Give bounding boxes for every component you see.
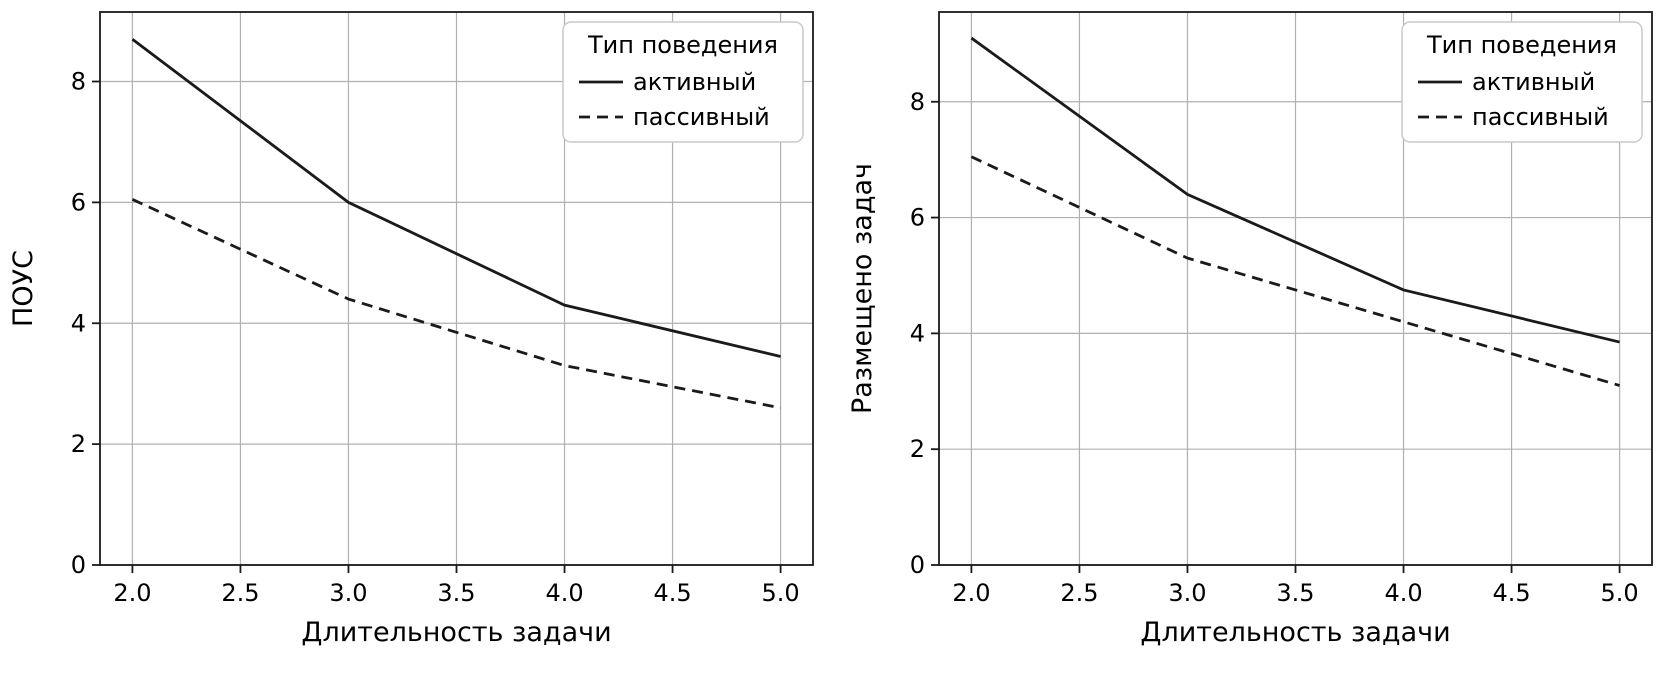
legend-title: Тип поведения — [587, 31, 778, 59]
x-tick-label: 4.5 — [653, 579, 691, 607]
chart-left-svg: 2.0 2.5 3.0 3.5 4.0 4.5 5.0 0 2 4 6 8 Длительность з… — [8, 11, 814, 648]
series-line-dashed — [970, 155, 1620, 387]
series-line-solid — [131, 38, 781, 358]
y-tick-label: 4 — [71, 309, 86, 337]
x-tick-label: 5.0 — [1601, 579, 1639, 607]
y-tick-label: 2 — [71, 430, 86, 458]
x-tick-label: 2.5 — [221, 579, 259, 607]
legend-entry-label: активный — [633, 68, 756, 96]
chart-right-tasks-placed: 2.0 2.5 3.0 3.5 4.0 4.5 5.0 0 2 4 6 8 Длительность з… — [839, 0, 1678, 688]
legend-entry-label: пассивный — [1472, 103, 1609, 131]
x-tick-label: 4.0 — [545, 579, 583, 607]
y-tick-label: 0 — [910, 551, 925, 579]
x-tick-label: 2.0 — [952, 579, 990, 607]
chart-left-pous: 2.0 2.5 3.0 3.5 4.0 4.5 5.0 0 2 4 6 8 Длительность з… — [8, 11, 814, 648]
y-tick-label: 0 — [71, 551, 86, 579]
chart-right-svg: 2.0 2.5 3.0 3.5 4.0 4.5 5.0 0 2 4 6 8 Длительность з… — [847, 11, 1653, 648]
x-tick-label: 3.0 — [1168, 579, 1206, 607]
x-tick-label: 4.5 — [1492, 579, 1530, 607]
y-tick-label: 4 — [910, 319, 925, 347]
x-tick-label: 3.5 — [1276, 579, 1314, 607]
x-axis-label: Длительность задачи — [301, 617, 611, 648]
legend-title: Тип поведения — [1426, 31, 1617, 59]
y-axis-label: Размещено задач — [847, 163, 878, 414]
x-tick-label: 3.0 — [329, 579, 367, 607]
legend-entry-label: активный — [1472, 68, 1595, 96]
legend: Тип поведения активный пассивный — [1401, 21, 1643, 143]
x-tick-label: 2.5 — [1060, 579, 1098, 607]
x-axis-label: Длительность задачи — [1140, 617, 1450, 648]
y-tick-label: 8 — [71, 68, 86, 96]
legend-box — [562, 21, 804, 143]
y-tick-label: 2 — [910, 435, 925, 463]
x-tick-label: 2.0 — [113, 579, 151, 607]
x-tick-label: 3.5 — [437, 579, 475, 607]
series-line-solid — [970, 36, 1620, 344]
legend-box — [1401, 21, 1643, 143]
series-line-dashed — [131, 198, 781, 410]
legend-entry-label: пассивный — [633, 103, 770, 131]
y-tick-label: 8 — [910, 88, 925, 116]
legend: Тип поведения активный пассивный — [562, 21, 804, 143]
x-tick-label: 4.0 — [1384, 579, 1422, 607]
x-tick-label: 5.0 — [762, 579, 800, 607]
y-tick-label: 6 — [71, 188, 86, 216]
y-axis-label: ПОУС — [8, 250, 39, 327]
y-tick-label: 6 — [910, 204, 925, 232]
